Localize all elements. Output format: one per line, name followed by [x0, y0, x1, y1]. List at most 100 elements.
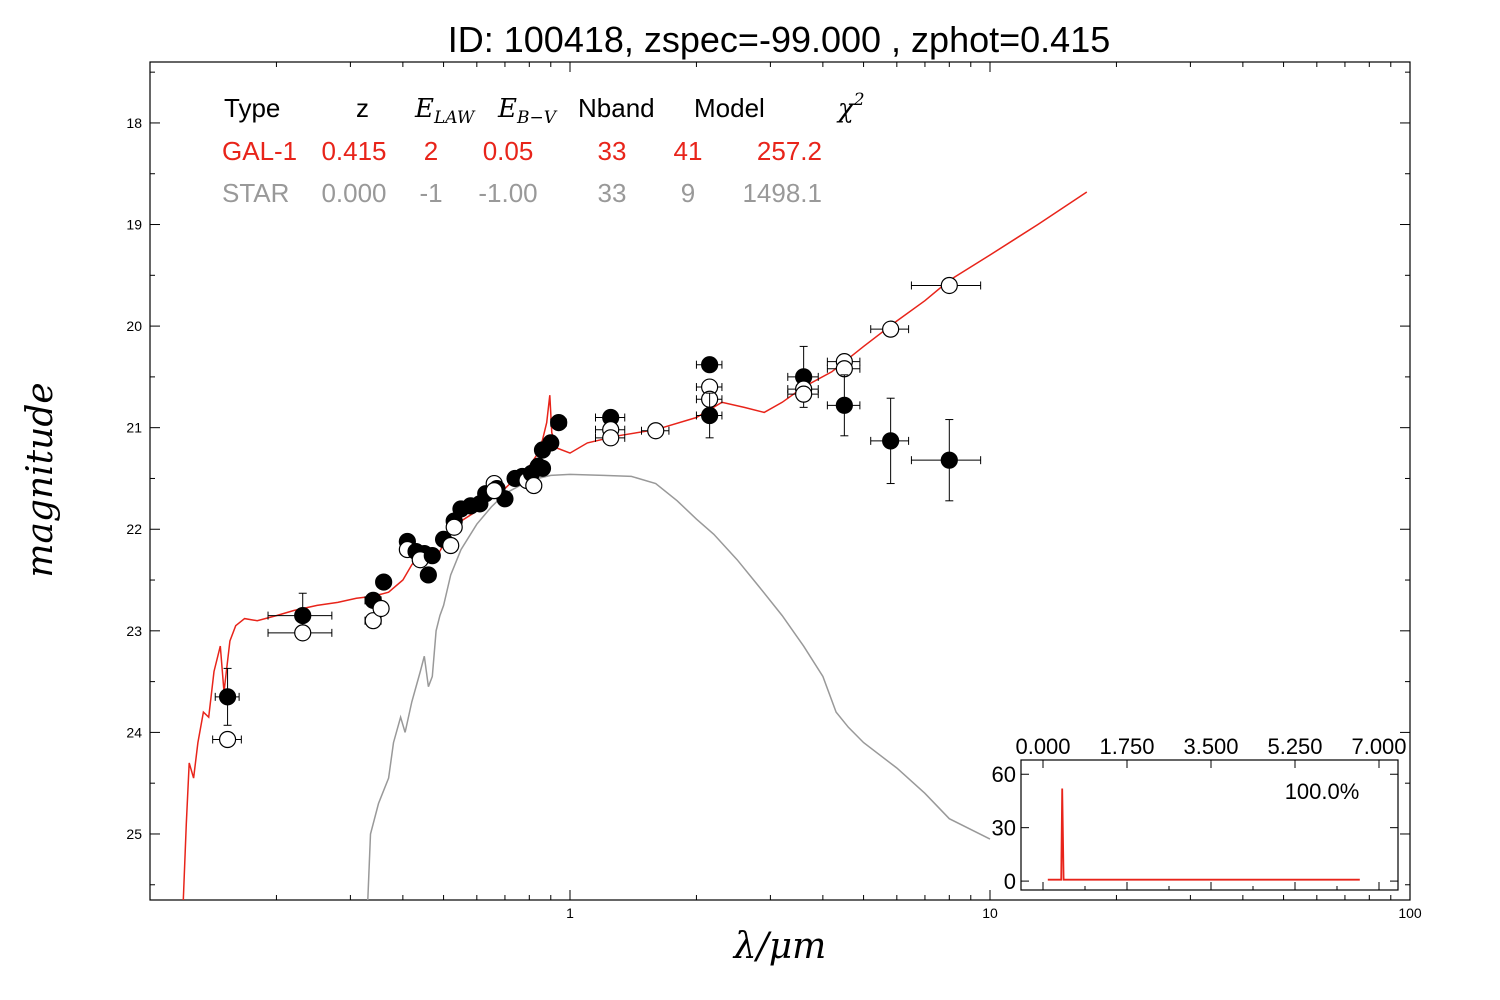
- data-point: [364, 612, 382, 630]
- model-magnitude-marker: [364, 612, 382, 630]
- table-cell: 0.000: [321, 178, 386, 208]
- table-cell: 0.415: [321, 136, 386, 166]
- y-tick-label: 18: [126, 115, 142, 131]
- data-point: [419, 566, 437, 584]
- inset-frame: [1020, 759, 1399, 891]
- model-curves: [182, 191, 1088, 901]
- model-magnitude-marker: [372, 599, 390, 618]
- header-chi2: χ2: [836, 90, 865, 124]
- observed-magnitude-marker: [701, 356, 719, 374]
- inset-y-tick-label: 30: [992, 816, 1016, 841]
- inset-x-tick-label: 1.750: [1099, 734, 1154, 759]
- data-point: [787, 385, 819, 403]
- model-curve-star: [367, 473, 991, 901]
- table-cell: -1: [419, 178, 442, 208]
- y-tick-label: 21: [126, 420, 142, 436]
- data-point: [542, 434, 560, 452]
- data-point: [267, 624, 333, 642]
- inset-y-tick-label: 60: [992, 762, 1016, 787]
- header-chi2-sup: 2: [853, 90, 865, 110]
- x-tick-label: 100: [1398, 905, 1422, 921]
- model-curve-gal-1: [182, 191, 1088, 901]
- data-point: [212, 730, 242, 749]
- header-nband: Nband: [578, 93, 655, 123]
- y-tick-label: 19: [126, 217, 142, 233]
- y-tick-label: 25: [126, 826, 142, 842]
- x-tick-label: 10: [982, 905, 998, 921]
- table-cell: 0.05: [483, 136, 534, 166]
- data-point: [870, 320, 910, 338]
- observed-magnitude-marker: [218, 688, 237, 706]
- observed-magnitude-marker: [375, 573, 393, 591]
- table-cell: 9: [681, 178, 695, 208]
- header-ebv-sub: B−V: [516, 108, 558, 128]
- data-point: [641, 422, 670, 440]
- x-axis-label: λ/μm: [732, 926, 826, 967]
- observed-magnitude-marker: [294, 606, 312, 625]
- header-chi2-base: χ: [836, 94, 856, 124]
- observed-photometry: [212, 276, 982, 749]
- observed-magnitude-marker: [882, 432, 900, 450]
- table-cell: 2: [424, 136, 438, 166]
- pdz-curve: [1047, 788, 1360, 881]
- header-z: z: [356, 93, 369, 123]
- x-tick-label: 1: [566, 905, 574, 921]
- y-tick-label: 22: [126, 521, 142, 537]
- model-magnitude-marker: [882, 320, 900, 338]
- observed-magnitude-marker: [419, 566, 437, 584]
- table-cell: GAL-1: [222, 136, 297, 166]
- header-ebv-base: E: [497, 94, 517, 124]
- model-magnitude-marker: [647, 422, 665, 440]
- observed-magnitude-marker: [835, 396, 853, 414]
- x-axis: 1 10 100: [149, 62, 1422, 921]
- table-cell: -1.00: [478, 178, 537, 208]
- header-elaw-base: E: [414, 94, 434, 124]
- observed-magnitude-marker: [701, 406, 719, 425]
- observed-magnitude-marker: [533, 459, 552, 477]
- observed-magnitude-marker: [542, 434, 560, 452]
- header-ebv: EB−V: [497, 94, 558, 128]
- data-point: [870, 397, 910, 485]
- header-type: Type: [224, 93, 280, 123]
- header-elaw-sub: LAW: [433, 108, 476, 128]
- y-tick-label: 23: [126, 623, 142, 639]
- y-axis-label: magnitude: [20, 382, 61, 577]
- table-cell: 41: [674, 136, 703, 166]
- header-elaw: ELAW: [414, 94, 476, 128]
- data-point: [695, 378, 723, 396]
- chart-title: ID: 100418, zspec=-99.000 , zphot=0.415: [448, 19, 1110, 60]
- data-point: [695, 356, 723, 374]
- model-magnitude-marker: [445, 518, 463, 536]
- table-cell: 1498.1: [742, 178, 822, 208]
- data-point: [826, 360, 861, 378]
- data-point: [550, 413, 568, 432]
- model-magnitude-marker: [525, 476, 543, 495]
- data-point: [442, 536, 460, 555]
- fit-table: Type z ELAW EB−V Nband Model χ2 GAL-1 0.4…: [222, 90, 865, 208]
- observed-magnitude-marker: [550, 413, 568, 432]
- inset-x-tick-label: 3.500: [1183, 734, 1238, 759]
- model-magnitude-marker: [940, 276, 958, 295]
- model-magnitude-marker: [485, 482, 503, 500]
- data-point: [267, 592, 333, 639]
- data-point: [594, 429, 626, 447]
- model-magnitude-marker: [294, 624, 312, 642]
- data-point: [910, 276, 982, 295]
- y-tick-label: 24: [126, 724, 142, 740]
- model-magnitude-marker: [602, 429, 620, 447]
- data-point: [372, 599, 390, 618]
- header-model: Model: [694, 93, 765, 123]
- table-cell: STAR: [222, 178, 289, 208]
- pdz-inset: 0.000 1.750 3.500 5.250 7.000 60 30 0 100.0%: [992, 734, 1407, 894]
- model-magnitude-marker: [442, 536, 460, 555]
- model-magnitude-marker: [218, 730, 237, 749]
- data-point: [423, 547, 441, 565]
- observed-magnitude-marker: [423, 547, 441, 565]
- data-point: [910, 419, 982, 502]
- data-point: [445, 518, 463, 536]
- inset-label: 100.0%: [1285, 779, 1360, 804]
- data-point: [533, 459, 552, 477]
- table-cell: 33: [598, 136, 627, 166]
